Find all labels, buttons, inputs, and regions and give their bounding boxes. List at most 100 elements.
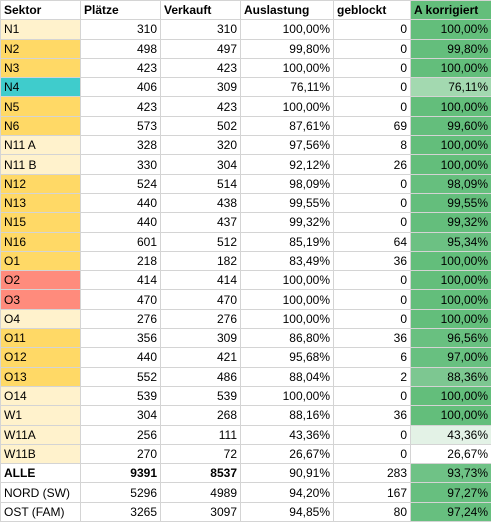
a-korrigiert-cell: 100,00% — [411, 290, 491, 309]
sektor-cell: NORD (SW) — [1, 483, 81, 502]
verkauft-cell: 438 — [161, 193, 241, 212]
verkauft-cell: 470 — [161, 290, 241, 309]
verkauft-cell: 502 — [161, 116, 241, 135]
a-korrigiert-cell: 97,24% — [411, 502, 491, 521]
plaetze-cell: 440 — [81, 348, 161, 367]
sektor-cell: ALLE — [1, 464, 81, 483]
header-cell: A korrigiert — [411, 1, 491, 20]
a-korrigiert-cell: 100,00% — [411, 386, 491, 405]
plaetze-cell: 304 — [81, 406, 161, 425]
a-korrigiert-cell: 100,00% — [411, 136, 491, 155]
plaetze-cell: 330 — [81, 155, 161, 174]
verkauft-cell: 423 — [161, 58, 241, 77]
plaetze-cell: 601 — [81, 232, 161, 251]
auslastung-cell: 100,00% — [241, 58, 334, 77]
sektor-cell: O2 — [1, 271, 81, 290]
verkauft-cell: 309 — [161, 78, 241, 97]
verkauft-cell: 8537 — [161, 464, 241, 483]
plaetze-cell: 440 — [81, 213, 161, 232]
verkauft-cell: 309 — [161, 329, 241, 348]
auslastung-cell: 100,00% — [241, 97, 334, 116]
geblockt-cell: 0 — [334, 309, 411, 328]
auslastung-cell: 76,11% — [241, 78, 334, 97]
verkauft-cell: 4989 — [161, 483, 241, 502]
geblockt-cell: 8 — [334, 136, 411, 155]
plaetze-cell: 470 — [81, 290, 161, 309]
auslastung-cell: 100,00% — [241, 290, 334, 309]
geblockt-cell: 0 — [334, 174, 411, 193]
sektor-cell: O1 — [1, 251, 81, 270]
plaetze-cell: 498 — [81, 39, 161, 58]
sektor-cell: O4 — [1, 309, 81, 328]
auslastung-cell: 99,80% — [241, 39, 334, 58]
a-korrigiert-cell: 100,00% — [411, 20, 491, 39]
sektor-cell: N3 — [1, 58, 81, 77]
a-korrigiert-cell: 97,27% — [411, 483, 491, 502]
plaetze-cell: 218 — [81, 251, 161, 270]
auslastung-cell: 94,20% — [241, 483, 334, 502]
sektor-cell: O14 — [1, 386, 81, 405]
a-korrigiert-cell: 99,55% — [411, 193, 491, 212]
verkauft-cell: 268 — [161, 406, 241, 425]
plaetze-cell: 3265 — [81, 502, 161, 521]
sektor-cell: N5 — [1, 97, 81, 116]
verkauft-cell: 182 — [161, 251, 241, 270]
sektor-cell: N12 — [1, 174, 81, 193]
geblockt-cell: 283 — [334, 464, 411, 483]
verkauft-cell: 320 — [161, 136, 241, 155]
sektor-cell: N11 B — [1, 155, 81, 174]
sektor-cell: N6 — [1, 116, 81, 135]
auslastung-cell: 98,09% — [241, 174, 334, 193]
plaetze-cell: 414 — [81, 271, 161, 290]
plaetze-cell: 310 — [81, 20, 161, 39]
a-korrigiert-cell: 100,00% — [411, 58, 491, 77]
a-korrigiert-cell: 76,11% — [411, 78, 491, 97]
auslastung-cell: 99,55% — [241, 193, 334, 212]
sektor-cell: W1 — [1, 406, 81, 425]
geblockt-cell: 0 — [334, 58, 411, 77]
plaetze-cell: 573 — [81, 116, 161, 135]
auslastung-cell: 26,67% — [241, 444, 334, 463]
geblockt-cell: 0 — [334, 193, 411, 212]
verkauft-cell: 421 — [161, 348, 241, 367]
verkauft-cell: 514 — [161, 174, 241, 193]
geblockt-cell: 0 — [334, 97, 411, 116]
header-cell: geblockt — [334, 1, 411, 20]
sektor-cell: O12 — [1, 348, 81, 367]
auslastung-cell: 92,12% — [241, 155, 334, 174]
a-korrigiert-cell: 99,32% — [411, 213, 491, 232]
sektor-cell: N13 — [1, 193, 81, 212]
a-korrigiert-cell: 95,34% — [411, 232, 491, 251]
verkauft-cell: 486 — [161, 367, 241, 386]
a-korrigiert-cell: 100,00% — [411, 406, 491, 425]
a-korrigiert-cell: 99,60% — [411, 116, 491, 135]
plaetze-cell: 524 — [81, 174, 161, 193]
verkauft-cell: 304 — [161, 155, 241, 174]
sektor-cell: N11 A — [1, 136, 81, 155]
auslastung-cell: 97,56% — [241, 136, 334, 155]
header-cell: Plätze — [81, 1, 161, 20]
auslastung-cell: 43,36% — [241, 425, 334, 444]
sektor-cell: N1 — [1, 20, 81, 39]
a-korrigiert-cell: 96,56% — [411, 329, 491, 348]
geblockt-cell: 0 — [334, 213, 411, 232]
verkauft-cell: 72 — [161, 444, 241, 463]
auslastung-cell: 94,85% — [241, 502, 334, 521]
